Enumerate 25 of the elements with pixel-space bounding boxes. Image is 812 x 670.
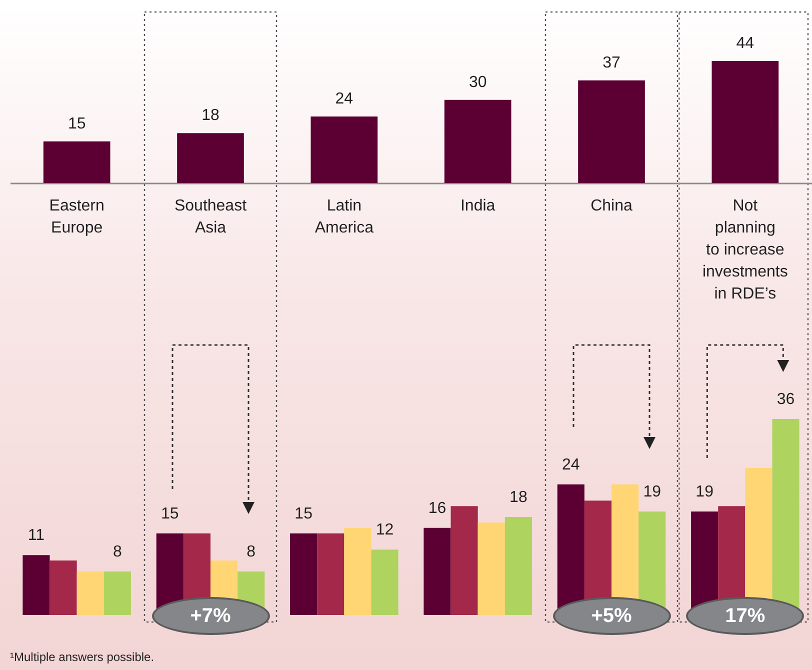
data-label: 8	[246, 543, 256, 560]
data-label: 15	[68, 115, 86, 132]
data-label: 24	[562, 456, 580, 474]
data-label: 30	[468, 74, 487, 91]
data-label: 12	[376, 522, 394, 539]
data-label: 18	[510, 489, 528, 506]
data-label: 15	[294, 505, 313, 522]
data-label: 19	[643, 484, 662, 501]
data-label: 11	[28, 527, 45, 544]
data-label: 24	[335, 90, 354, 108]
x-tick-label: Eastern Europe	[49, 198, 104, 236]
data-label: 37	[602, 54, 620, 72]
x-tick-label: Latin America	[314, 198, 374, 236]
x-tick-label: Southeast Asia	[174, 198, 248, 236]
data-label: 8	[112, 543, 122, 560]
data-label: 44	[736, 35, 754, 52]
data-label: 18	[202, 107, 220, 124]
data-label: 15	[161, 505, 179, 522]
data-label: 36	[776, 391, 795, 408]
x-tick-label: Not planning to increase investments in RDE’s	[702, 198, 788, 302]
x-tick-label: India	[460, 198, 496, 214]
x-tick-label: China	[590, 198, 632, 214]
text: ¹Multiple answers possible.	[10, 650, 154, 664]
data-label: 19	[696, 484, 714, 501]
data-label: 16	[428, 500, 446, 517]
